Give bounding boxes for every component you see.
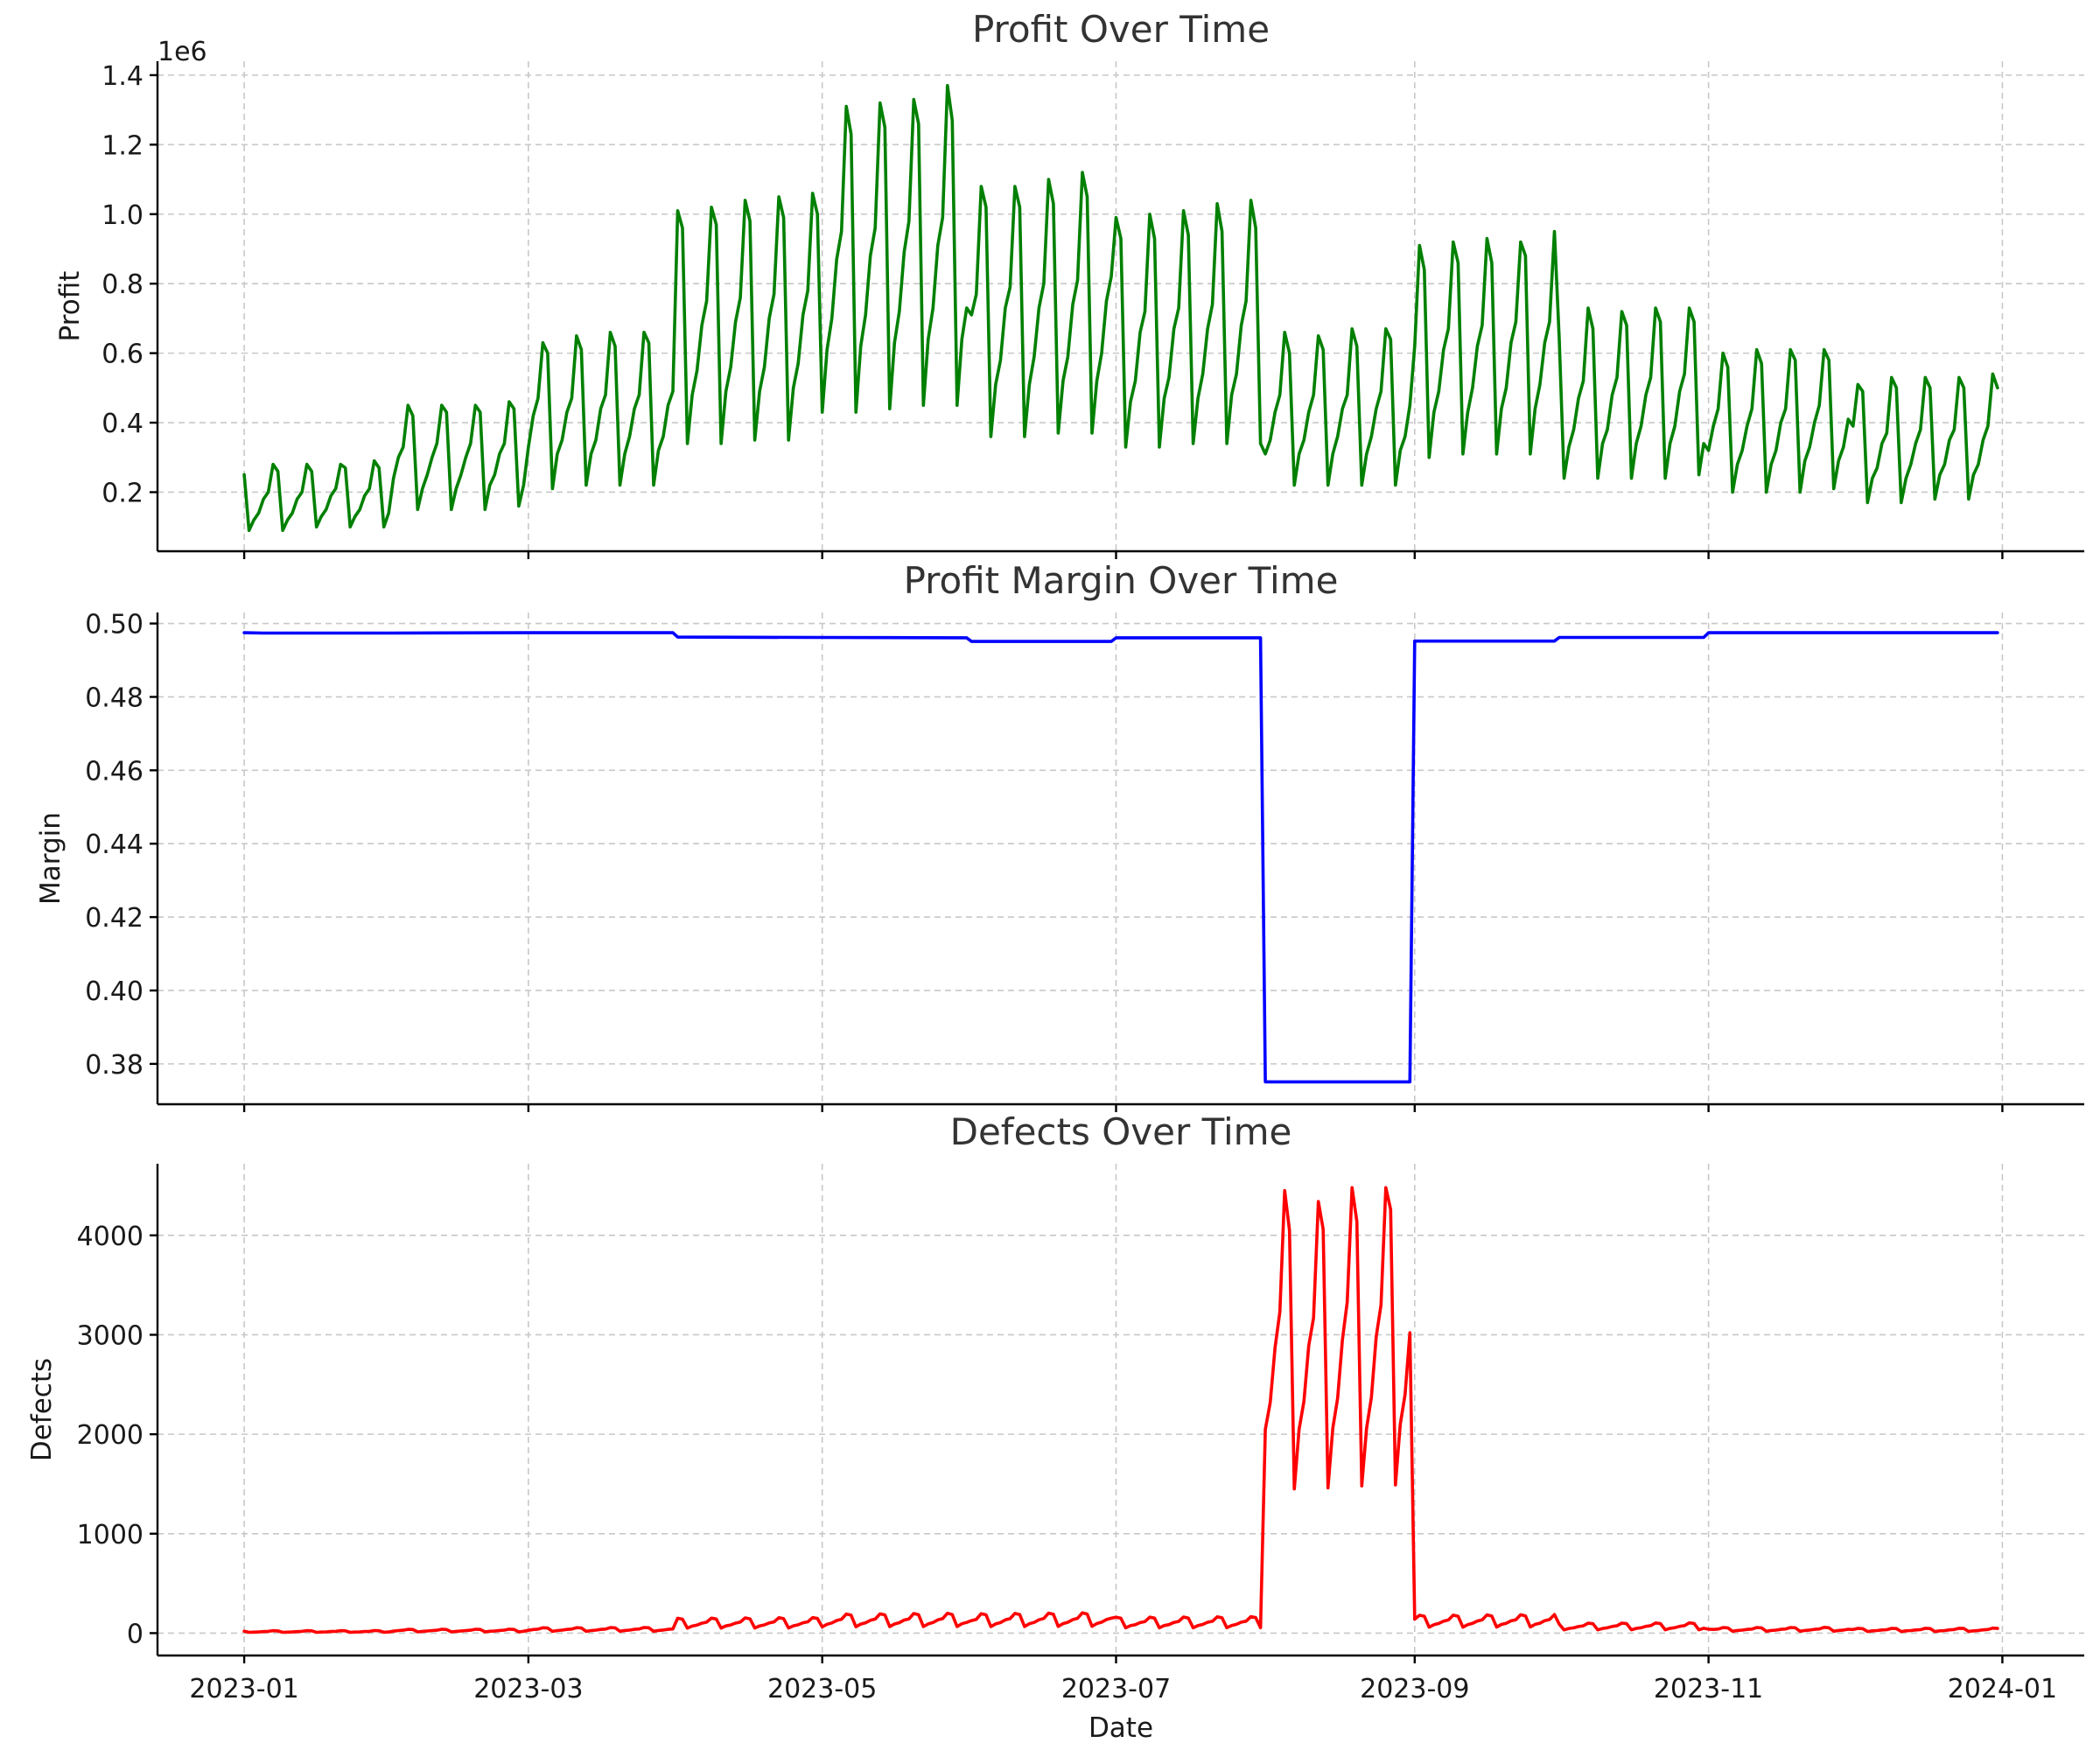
y-tick-label: 1.4 (102, 61, 144, 92)
y-tick-label: 0.38 (85, 1050, 144, 1081)
y-axis-label: Margin (35, 812, 66, 905)
y-tick-label: 0.44 (85, 830, 144, 860)
chart-title: Profit Margin Over Time (904, 559, 1339, 602)
margin-series-line (242, 631, 1999, 1084)
y-tick-label: 0.8 (102, 270, 144, 300)
y-tick-label: 4000 (77, 1222, 144, 1252)
y-tick-label: 0.46 (85, 756, 144, 787)
margin-panel: 0.38 0.40 0.42 0.44 0.46 0.48 0.50 Profit Margi… (35, 559, 2084, 1112)
y-axis-label: Defects (26, 1358, 58, 1461)
defects-panel: 0 1000 2000 3000 4000 Defects Over Time Defect… (26, 1110, 2084, 1744)
y-tick-label: 3000 (77, 1320, 144, 1351)
y-tick-label: 1000 (77, 1520, 144, 1550)
chart-title: Defects Over Time (950, 1110, 1292, 1153)
y-tick-label: 0.6 (102, 340, 144, 370)
x-tick-label: 2023-01 (189, 1674, 298, 1704)
x-tick-label: 2023-03 (473, 1674, 583, 1704)
y-tick-label: 0.48 (85, 682, 144, 713)
profit-panel: 0.2 0.4 0.6 0.8 1.0 1.2 1.4 Profit Over Time Pro… (54, 8, 2084, 559)
axis-offset-text: 1e6 (158, 37, 207, 67)
y-tick-label: 0.42 (85, 903, 144, 934)
x-tick-label: 2024-01 (1948, 1674, 2057, 1704)
x-axis-label: Date (1088, 1712, 1153, 1744)
x-tick-label: 2023-11 (1654, 1674, 1763, 1704)
y-tick-label: 0.2 (102, 478, 144, 508)
x-tick-label: 2023-07 (1061, 1674, 1171, 1704)
y-tick-label: 1.0 (102, 200, 144, 231)
chart-title: Profit Over Time (972, 8, 1270, 51)
y-axis-label: Profit (54, 271, 86, 342)
x-tick-label: 2023-09 (1360, 1674, 1469, 1704)
profit-series-line (242, 84, 1999, 532)
defects-series-line (242, 1186, 1999, 1634)
y-tick-label: 0.4 (102, 409, 144, 439)
y-tick-label: 1.2 (102, 130, 144, 161)
y-tick-label: 0.40 (85, 976, 144, 1007)
y-tick-label: 0 (127, 1619, 144, 1649)
x-tick-label: 2023-05 (767, 1674, 877, 1704)
y-tick-label: 2000 (77, 1420, 144, 1451)
y-tick-label: 0.50 (85, 610, 144, 640)
